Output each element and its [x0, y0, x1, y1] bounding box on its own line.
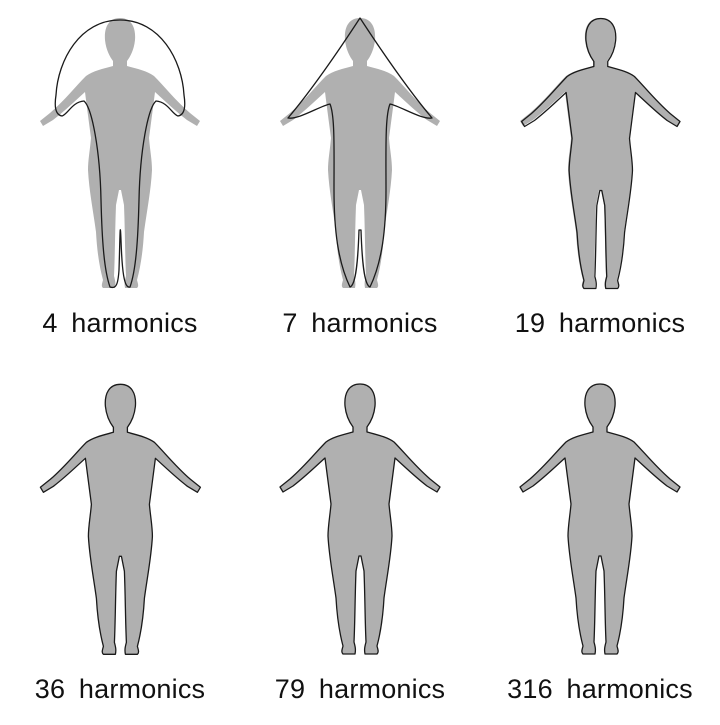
panel-caption: 36 harmonics — [34, 674, 206, 704]
panel-36-harmonics: 36 harmonics — [0, 366, 240, 725]
human-silhouette — [520, 384, 680, 654]
human-silhouette — [520, 18, 680, 288]
human-silhouette-figure — [520, 17, 681, 290]
harmonic-outline — [54, 19, 186, 289]
panel-79-harmonics: 79 harmonics — [240, 366, 480, 725]
panel-caption: 7 harmonics — [282, 308, 438, 338]
panel-316-harmonics: 316 harmonics — [480, 366, 720, 725]
panel-caption: 4 harmonics — [42, 308, 198, 338]
human-silhouette-figure — [279, 383, 441, 655]
panel-19-harmonics: 19 harmonics — [480, 0, 720, 359]
panel-4-harmonics: 4 harmonics — [0, 0, 240, 359]
human-silhouette — [40, 384, 200, 654]
human-silhouette-figure — [519, 383, 681, 655]
panel-caption: 19 harmonics — [514, 308, 686, 338]
panel-caption: 316 harmonics — [507, 674, 693, 704]
harmonic-outline — [287, 17, 433, 288]
human-silhouette-figure — [280, 17, 440, 288]
human-silhouette-figure — [39, 383, 202, 655]
human-silhouette — [280, 18, 440, 288]
panel-caption: 79 harmonics — [274, 674, 446, 704]
human-silhouette — [280, 384, 440, 654]
human-silhouette-figure — [40, 18, 200, 289]
panel-7-harmonics: 7 harmonics — [240, 0, 480, 359]
